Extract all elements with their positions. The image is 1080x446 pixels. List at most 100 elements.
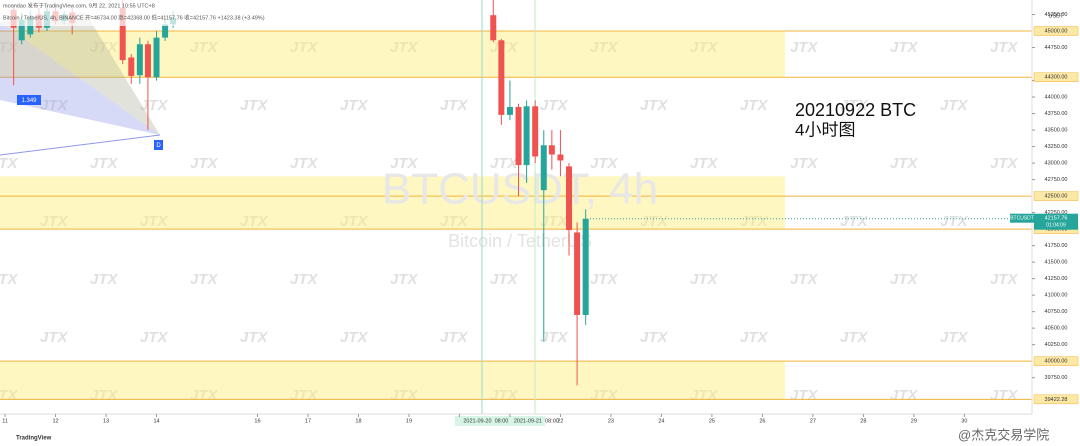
watermark: JTX xyxy=(640,213,669,230)
level-label: 44300.00 xyxy=(1045,75,1068,81)
y-tick-label: 41000.00 xyxy=(1045,293,1068,299)
watermark: JTX xyxy=(190,271,219,288)
time-highlight xyxy=(455,416,545,426)
watermark: JTX xyxy=(90,39,119,56)
x-tick-label: 30 xyxy=(961,418,967,424)
candle-body xyxy=(27,17,34,35)
watermark: JTX xyxy=(740,329,769,346)
watermark: JTX xyxy=(540,329,569,346)
watermark: JTX xyxy=(890,387,919,404)
candle-body xyxy=(498,40,505,115)
watermark: JTX xyxy=(690,155,719,172)
currency: USDT xyxy=(1049,13,1065,19)
y-tick-label: 41250.00 xyxy=(1045,276,1068,282)
watermark: JTX xyxy=(840,97,869,114)
x-tick-label: 24 xyxy=(658,418,664,424)
watermark: JTX xyxy=(390,155,419,172)
candle-body xyxy=(540,145,547,191)
time-label: 08:00 xyxy=(495,418,509,424)
pattern-label-box xyxy=(154,140,163,150)
watermark: JTX xyxy=(690,271,719,288)
y-tick-label: 40750.00 xyxy=(1045,309,1068,315)
watermark: JTX xyxy=(940,329,969,346)
pattern-label-box xyxy=(17,95,41,105)
candle-body xyxy=(18,19,25,41)
watermark: JTX xyxy=(290,39,319,56)
watermark: JTX xyxy=(940,97,969,114)
y-tick-label: 41750.00 xyxy=(1045,243,1068,249)
annotation: 4小时图 xyxy=(795,120,855,139)
y-tick-label: 39750.00 xyxy=(1045,375,1068,381)
candle-body xyxy=(136,44,143,76)
level-label: 45000.00 xyxy=(1045,28,1068,34)
symbol-watermark: BTCUSDT, 4h xyxy=(382,165,658,214)
watermark: JTX xyxy=(440,329,469,346)
x-tick-label: 29 xyxy=(911,418,917,424)
watermark: JTX xyxy=(690,39,719,56)
candle-body xyxy=(574,232,581,315)
watermark: JTX xyxy=(790,155,819,172)
y-tick-label: 40500.00 xyxy=(1045,326,1068,332)
watermark: JTX xyxy=(590,155,619,172)
level-label-box xyxy=(1033,191,1079,201)
watermark: JTX xyxy=(790,271,819,288)
x-tick-label: 2021-09-21 xyxy=(514,418,542,424)
watermark: JTX xyxy=(840,329,869,346)
y-tick-label: 41500.00 xyxy=(1045,260,1068,266)
watermark: JTX xyxy=(590,271,619,288)
zone xyxy=(0,361,785,400)
candle-body xyxy=(523,106,530,166)
candle-body xyxy=(566,166,573,231)
watermark: JTX xyxy=(390,39,419,56)
watermark: JTX xyxy=(290,271,319,288)
watermark: JTX xyxy=(740,97,769,114)
y-tick-label: 40250.00 xyxy=(1045,342,1068,348)
pattern-area xyxy=(0,12,160,135)
watermark: JTX xyxy=(790,387,819,404)
watermark: JTX xyxy=(990,387,1019,404)
x-tick-label: 23 xyxy=(608,418,614,424)
ohlc-line: Bitcoin / TetherUS, 4h, BINANCE 开=46734.… xyxy=(3,13,265,21)
watermark: JTX xyxy=(190,39,219,56)
x-tick-label: 13 xyxy=(103,418,109,424)
x-tick-label: 12 xyxy=(52,418,58,424)
price-axis xyxy=(1032,0,1080,414)
level-label-box xyxy=(1033,356,1079,366)
candle-body xyxy=(119,7,126,61)
watermark: JTX xyxy=(0,271,19,288)
y-tick-label: 44000.00 xyxy=(1045,95,1068,101)
watermark: JTX xyxy=(890,39,919,56)
x-tick-label: 18 xyxy=(355,418,361,424)
level-label: 40000.00 xyxy=(1045,359,1068,365)
candle-body xyxy=(128,57,135,76)
watermark: JTX xyxy=(540,97,569,114)
watermark: JTX xyxy=(140,329,169,346)
time-label: 08:00 xyxy=(545,418,559,424)
x-tick-label: 16 xyxy=(254,418,260,424)
x-tick-label: 2021-09-20 xyxy=(463,418,491,424)
candle-body xyxy=(548,145,555,155)
y-tick-label: 44750.00 xyxy=(1045,45,1068,51)
watermark: JTX xyxy=(90,155,119,172)
watermark: JTX xyxy=(140,213,169,230)
x-tick-label: 26 xyxy=(759,418,765,424)
watermark: JTX xyxy=(40,97,69,114)
x-tick-label: 17 xyxy=(305,418,311,424)
axis-layer: 39750.00 40250.00 40500.00 40750.00 41000.00… xyxy=(2,12,1079,424)
watermark: JTX xyxy=(340,213,369,230)
x-tick-label: 22 xyxy=(557,418,563,424)
level-label-box xyxy=(1033,72,1079,83)
watermark: JTX xyxy=(590,39,619,56)
watermark: JTX xyxy=(40,329,69,346)
watermark: JTX xyxy=(640,97,669,114)
symbol-subtitle: Bitcoin / TetherUS xyxy=(448,231,592,251)
watermark: JTX xyxy=(190,155,219,172)
header-backdrop xyxy=(0,0,195,26)
candle-body xyxy=(144,44,151,78)
watermark: JTX xyxy=(240,213,269,230)
header: moondao 发布于TradingView.com, 9月 22, 2021 … xyxy=(3,1,155,9)
watermark: JTX xyxy=(990,39,1019,56)
watermark: JTX xyxy=(140,97,169,114)
